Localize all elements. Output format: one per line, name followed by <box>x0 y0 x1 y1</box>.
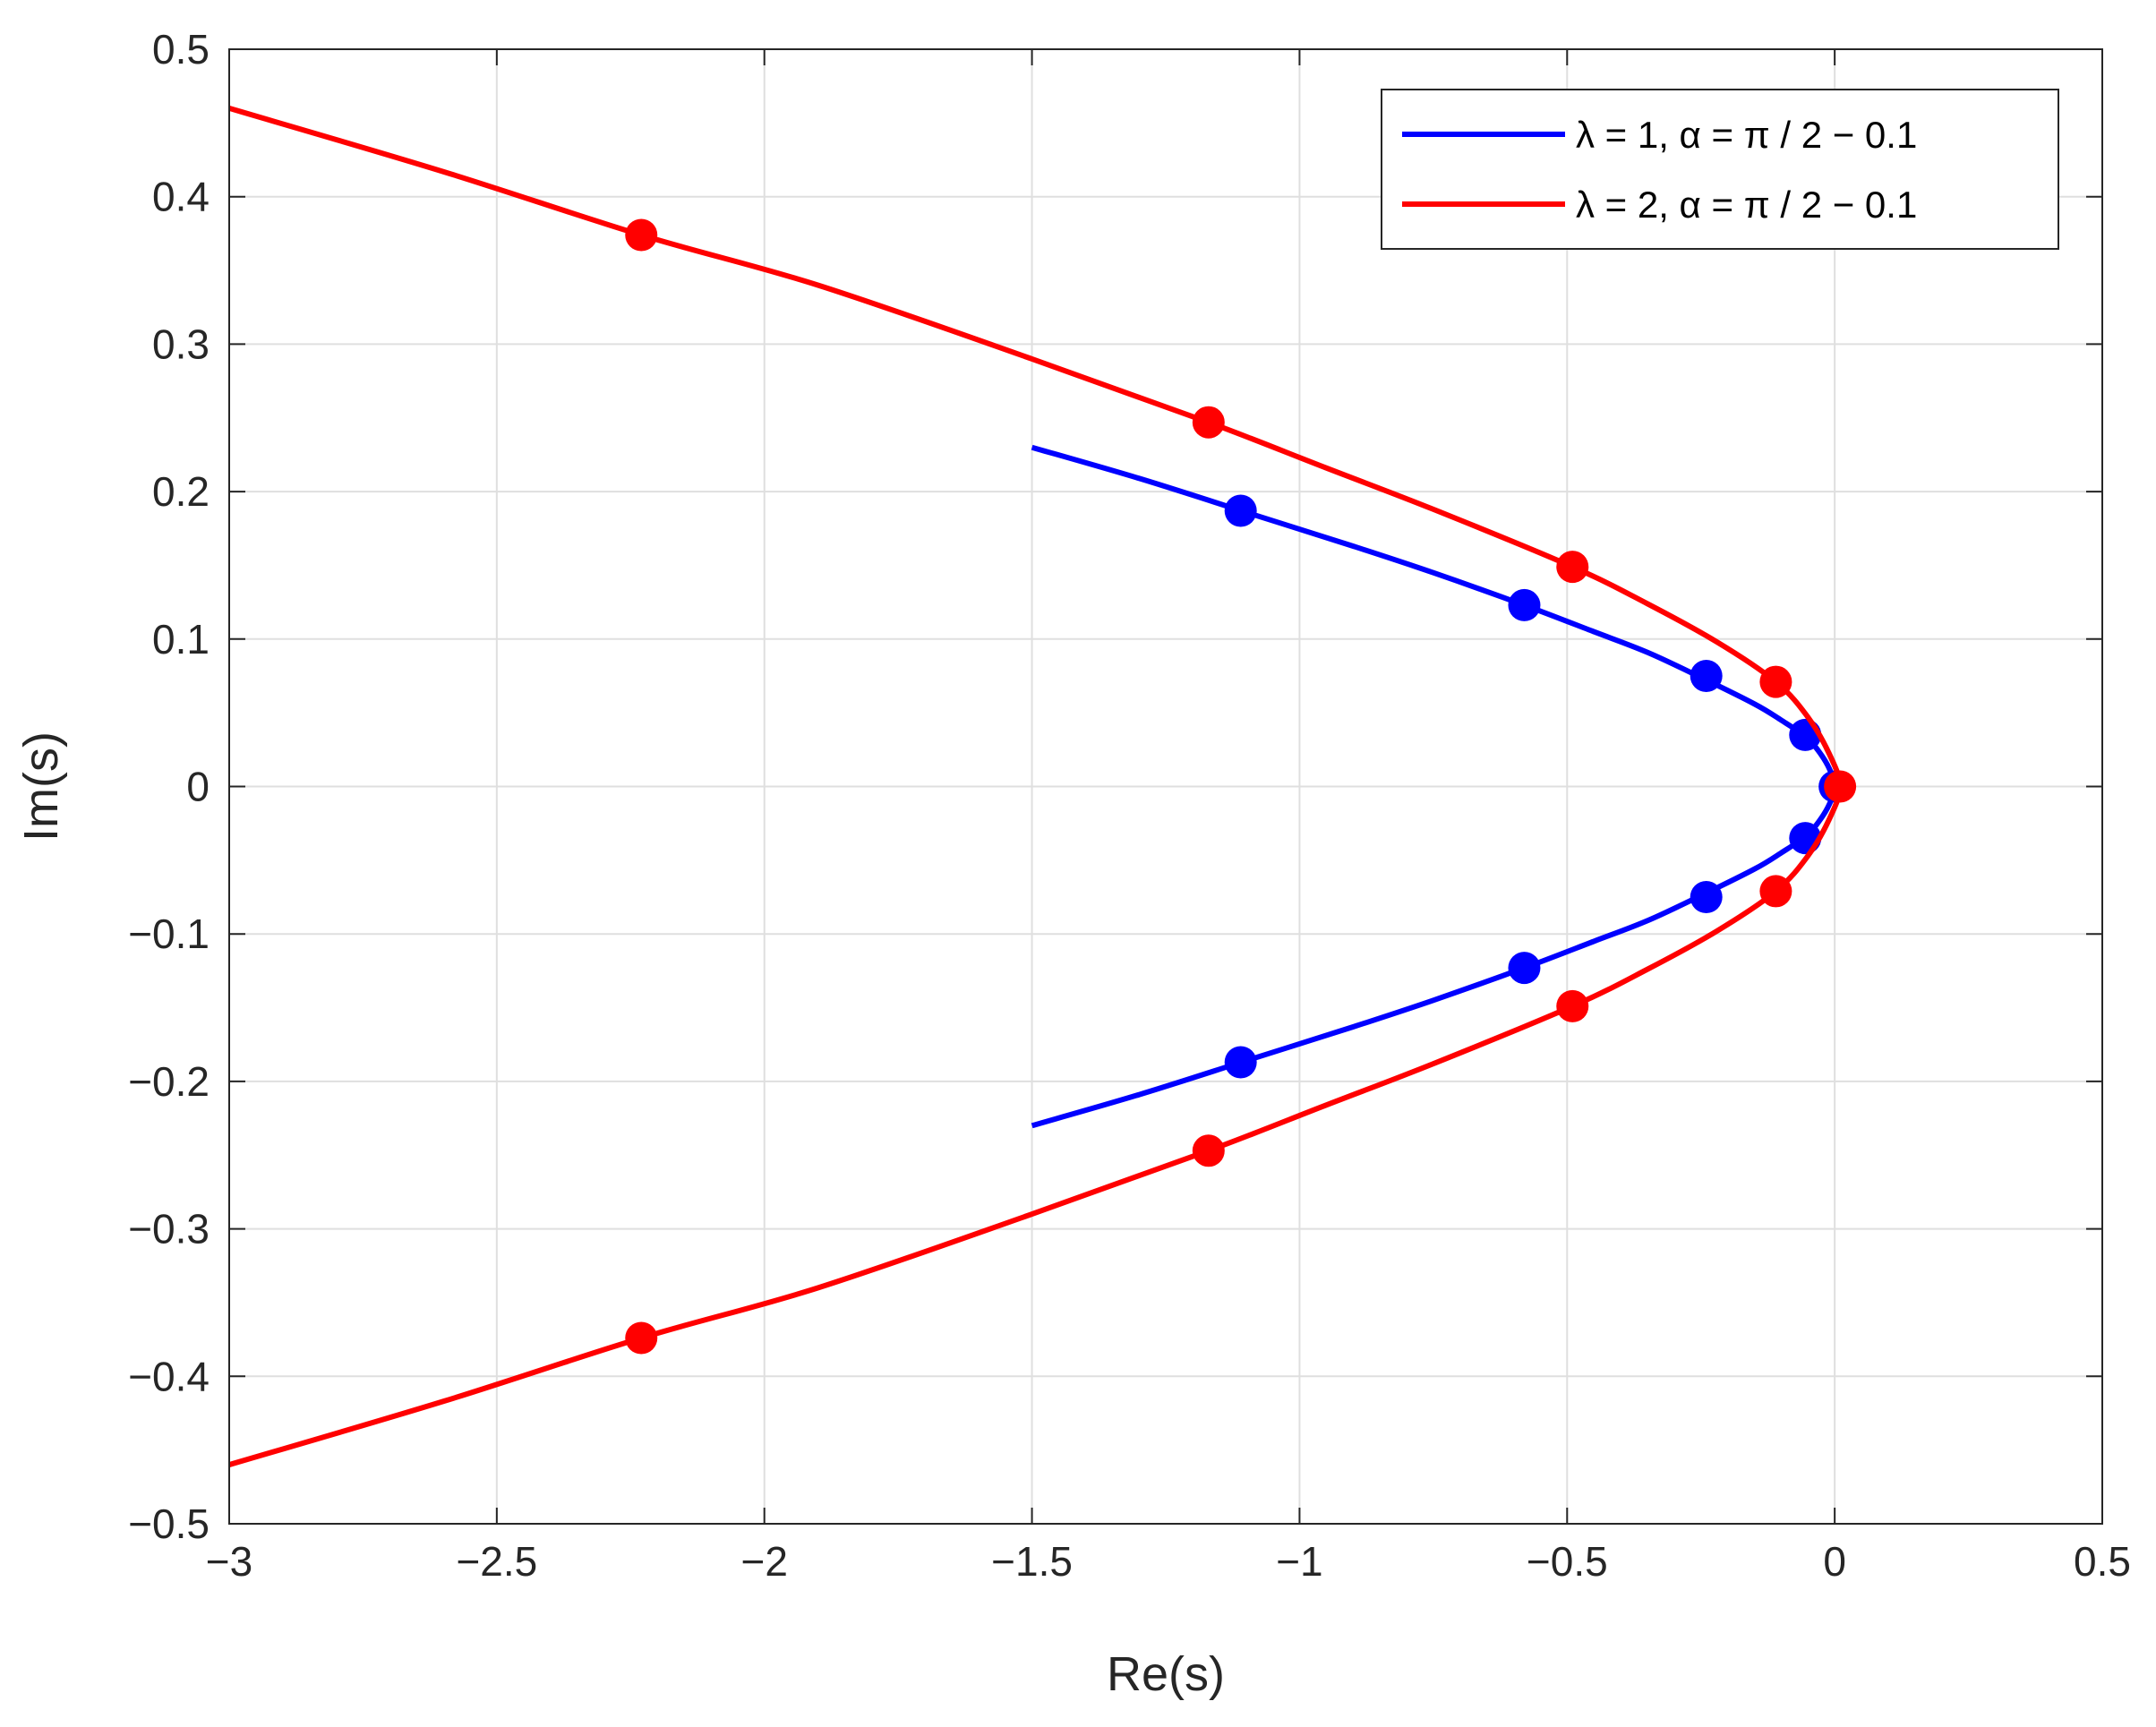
x-tick-label: −3 <box>206 1538 252 1585</box>
series-2-marker <box>1759 875 1792 908</box>
legend-label-series-1: λ = 1, α = π / 2 − 0.1 <box>1576 114 1917 156</box>
series-1-marker <box>1690 659 1723 692</box>
series-1-marker <box>1224 494 1257 527</box>
x-tick-label: −1 <box>1276 1538 1322 1585</box>
x-tick-label: −0.5 <box>1527 1538 1608 1585</box>
series-1-marker <box>1508 952 1541 985</box>
series-1-marker <box>1690 881 1723 914</box>
y-tick-label: −0.2 <box>128 1058 210 1105</box>
y-tick-label: 0.4 <box>152 174 210 220</box>
y-tick-label: 0.1 <box>152 616 210 663</box>
series-2-marker <box>1556 551 1589 584</box>
series-2-marker <box>1192 406 1225 439</box>
series-2-marker <box>1824 770 1857 803</box>
series-2-marker <box>1759 665 1792 698</box>
y-tick-label: −0.5 <box>128 1500 210 1547</box>
x-tick-label: −1.5 <box>991 1538 1073 1585</box>
series-2-marker <box>625 218 658 252</box>
x-tick-label: −2 <box>740 1538 787 1585</box>
legend-label-series-2: λ = 2, α = π / 2 − 0.1 <box>1576 184 1917 226</box>
series-2-marker <box>625 1321 658 1355</box>
y-tick-label: −0.4 <box>128 1353 210 1399</box>
x-tick-label: 0.5 <box>2074 1538 2131 1585</box>
legend-box <box>1381 89 2059 250</box>
y-tick-label: 0 <box>186 764 210 810</box>
x-axis-label: Re(s) <box>1107 1647 1225 1701</box>
y-tick-label: 0.3 <box>152 321 210 367</box>
x-tick-label: 0 <box>1823 1538 1846 1585</box>
series-layer <box>228 106 1857 1467</box>
x-tick-label: −2.5 <box>456 1538 537 1585</box>
series-2-marker <box>1556 989 1589 1022</box>
y-tick-label: −0.1 <box>128 911 210 957</box>
y-tick-label: 0.5 <box>152 26 210 73</box>
legend: λ = 1, α = π / 2 − 0.1 λ = 2, α = π / 2 … <box>1381 89 2059 250</box>
axis-ticks: −3 −2.5 −2 −1.5 −1 −0.5 0 0.5 −0.5 −0.4 −0.3 −0.2 −0… <box>128 26 2131 1585</box>
y-axis-label: Im(s) <box>14 731 68 842</box>
y-tick-label: −0.3 <box>128 1206 210 1253</box>
series-2 <box>228 106 1857 1467</box>
series-1-marker <box>1508 588 1541 621</box>
series-2-marker <box>1192 1134 1225 1167</box>
series-1-marker <box>1224 1046 1257 1079</box>
y-tick-label: 0.2 <box>152 468 210 515</box>
